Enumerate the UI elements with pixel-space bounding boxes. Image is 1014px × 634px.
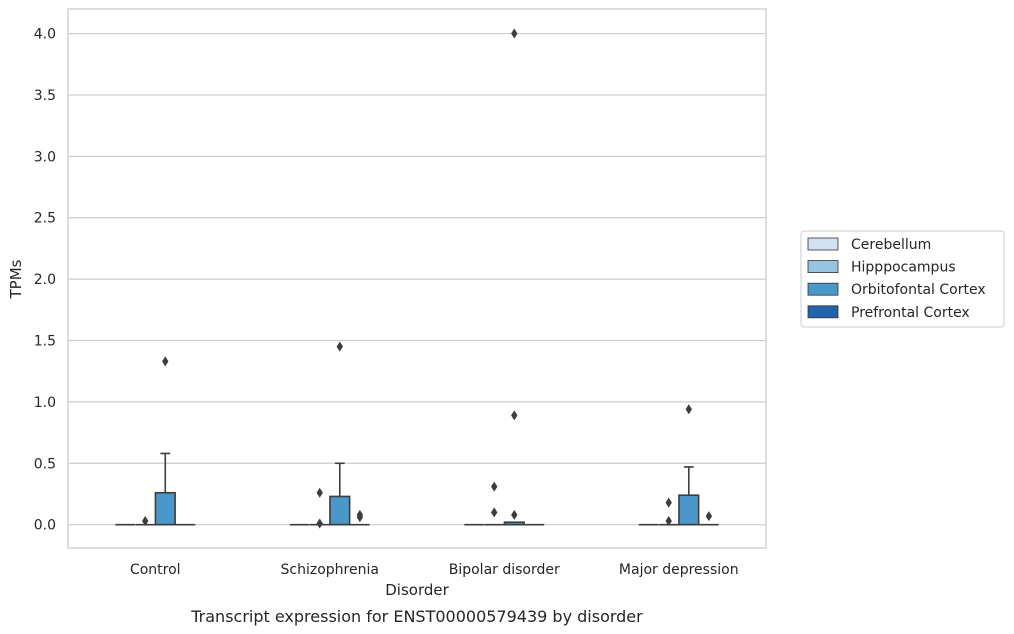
outlier-point [316,518,323,529]
legend-label: Hipppocampus [851,260,956,276]
series-prefrontal-cortex [175,509,719,526]
legend-swatch [807,305,839,319]
outlier-point [491,481,498,492]
y-axis-title: TPMs [7,259,25,299]
x-axis-title: Disorder [385,581,449,599]
y-tick-label: 1.5 [34,334,56,350]
y-tick-label: 2.5 [34,211,56,227]
legend-frame [800,230,1005,328]
legend: Cerebellum Hipppocampus Orbitofontal Corte… [800,230,1005,328]
outlier-point [316,487,323,498]
y-tick-label: 2.0 [34,272,56,288]
y-axis-ticks: 0.0 0.5 1.0 1.5 2.0 2.5 3.0 3.5 4.0 [34,27,56,534]
legend-swatch [807,260,839,274]
outlier-point [511,509,518,520]
series-hipppocampus [135,481,679,529]
legend-label: Cerebellum [851,237,931,253]
y-tick-label: 3.5 [34,88,56,104]
x-tick-label: Schizophrenia [281,562,379,578]
y-tick-label: 4.0 [34,27,56,43]
outlier-point [665,515,672,526]
outlier-point [356,512,364,523]
y-tick-label: 0.0 [34,518,56,534]
chart-caption: Transcript expression for ENST0000057943… [190,607,643,626]
outlier-point [511,28,518,39]
outlier-point [162,356,169,367]
outlier-point [705,511,713,522]
outlier-point [142,515,149,526]
legend-label: Orbitofontal Cortex [851,282,986,298]
x-axis-ticks: Control Schizophrenia Bipolar disorder Majo… [130,562,739,578]
grid-lines [68,32,766,526]
series-orbitofontal-cortex [154,28,700,526]
outlier-point [336,341,343,352]
y-tick-label: 1.0 [34,395,56,411]
box [154,491,176,526]
outlier-point [511,410,518,421]
legend-label: Prefrontal Cortex [851,305,970,321]
x-tick-label: Bipolar disorder [449,562,560,578]
box-plot-series [115,28,719,529]
y-tick-label: 3.0 [34,149,56,165]
x-tick-label: Major depression [619,562,739,578]
y-tick-label: 0.5 [34,456,56,472]
legend-swatch [807,237,839,251]
x-tick-label: Control [130,562,181,578]
legend-swatch [807,282,839,296]
outlier-point [491,507,498,518]
box [329,495,351,526]
box [678,494,700,526]
plot-area-frame [67,8,767,549]
outlier-point [685,404,692,415]
outlier-point [665,497,672,508]
